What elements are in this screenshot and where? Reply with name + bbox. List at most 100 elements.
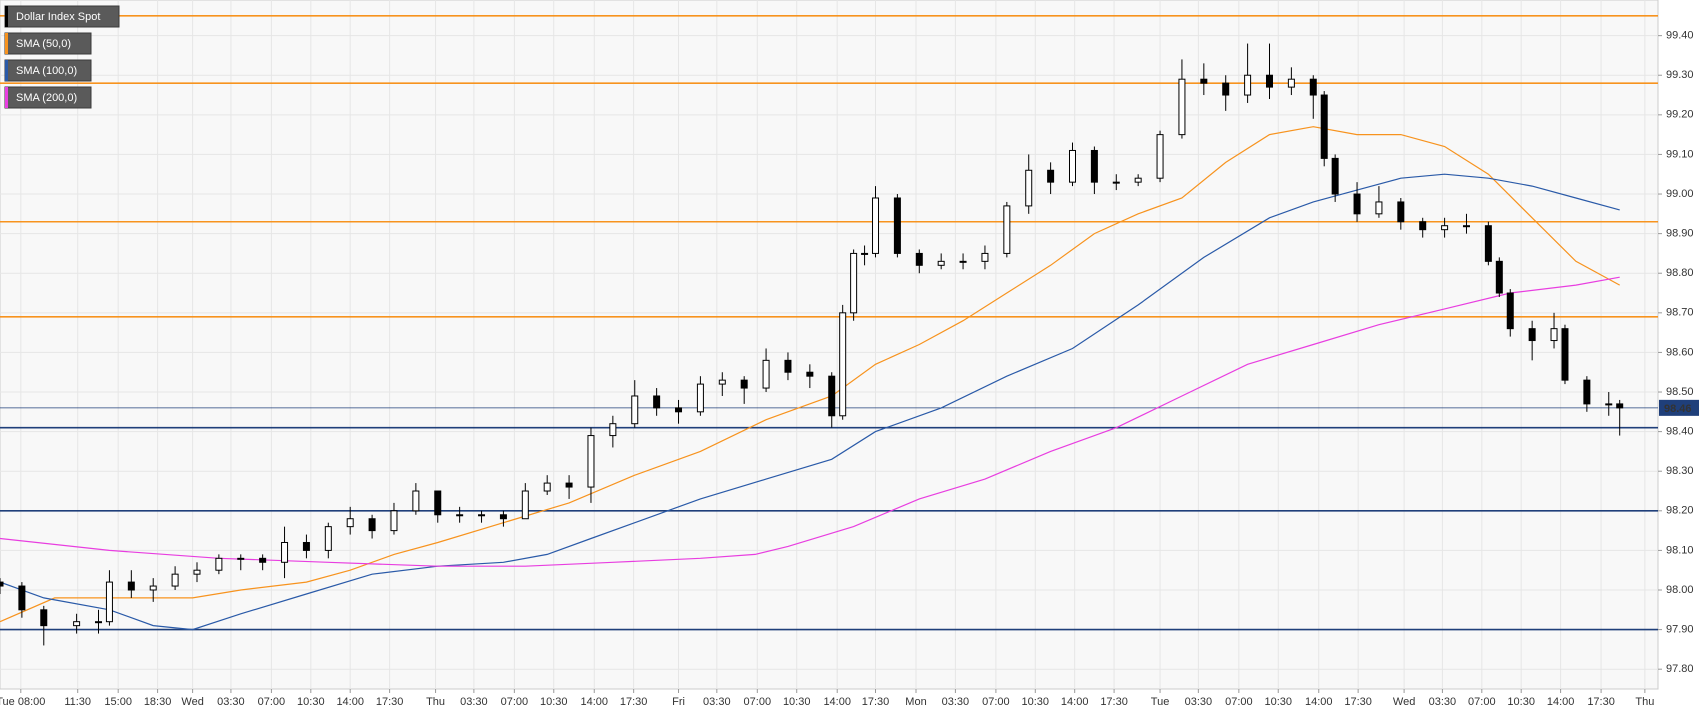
candle-body: [1309, 78, 1317, 96]
x-tick-label: Tue: [1151, 696, 1170, 708]
x-tick-label: 15:00: [104, 696, 132, 708]
candle-body: [0, 581, 4, 587]
candle-body: [1244, 74, 1252, 96]
y-tick-label: 98.10: [1666, 544, 1694, 556]
y-tick-label: 99.30: [1666, 69, 1694, 81]
x-tick-label: 03:30: [460, 696, 488, 708]
x-tick-label: 10:30: [1507, 696, 1535, 708]
candle-body: [18, 585, 26, 611]
x-tick-label: 10:30: [297, 696, 325, 708]
x-tick-label: 17:30: [862, 696, 890, 708]
candle-body: [1112, 181, 1120, 184]
y-tick-label: 98.20: [1666, 505, 1694, 517]
x-tick-label: 17:30: [620, 696, 648, 708]
x-tick-label: 07:00: [744, 696, 772, 708]
candle-body: [893, 197, 901, 254]
legend-swatch: [5, 6, 8, 27]
candle-body: [1495, 260, 1503, 294]
candle-body: [259, 557, 267, 563]
candle-body: [609, 423, 617, 437]
candle-body: [1561, 328, 1569, 381]
candle-body: [521, 490, 529, 520]
candle-body: [1441, 225, 1449, 231]
x-tick-label: 03:30: [703, 696, 731, 708]
x-tick-label: 14:00: [336, 696, 364, 708]
candle-body: [1134, 177, 1142, 183]
candle-body: [828, 375, 836, 417]
candle-body: [346, 518, 354, 528]
y-tick-label: 98.00: [1666, 584, 1694, 596]
candle-body: [127, 581, 135, 591]
candle-body: [281, 541, 289, 563]
x-tick-label: 18:30: [144, 696, 172, 708]
candle-body: [762, 359, 770, 389]
y-tick-label: 99.40: [1666, 30, 1694, 42]
candle-body: [1331, 157, 1339, 195]
y-tick-label: 98.50: [1666, 386, 1694, 398]
candle-body: [1375, 201, 1383, 215]
x-tick-label: 03:30: [1429, 696, 1457, 708]
legend-swatch: [5, 33, 8, 54]
candle-body: [1397, 201, 1405, 223]
candle-body: [237, 557, 245, 560]
candle-body: [696, 383, 704, 413]
x-tick-label: 14:00: [823, 696, 851, 708]
candle-body: [543, 482, 551, 492]
y-tick-label: 99.20: [1666, 109, 1694, 121]
candle-body: [839, 312, 847, 417]
x-tick-label: 14:00: [1547, 696, 1575, 708]
y-tick-label: 98.90: [1666, 228, 1694, 240]
x-tick-label: 03:30: [1185, 696, 1213, 708]
y-tick-label: 98.80: [1666, 267, 1694, 279]
x-tick-label: 07:00: [1225, 696, 1253, 708]
candle-body: [1003, 205, 1011, 254]
candle-body: [105, 581, 113, 623]
candle-body: [1090, 149, 1098, 183]
candle-body: [1419, 221, 1427, 231]
x-tick-label: 03:30: [217, 696, 245, 708]
y-tick-label: 98.30: [1666, 465, 1694, 477]
candle-body: [1506, 292, 1514, 330]
candle-body: [40, 609, 48, 627]
candle-body: [850, 252, 858, 314]
candle-body: [915, 252, 923, 266]
candle-body: [806, 371, 814, 377]
candle-body: [653, 395, 661, 409]
candle-body: [1550, 328, 1558, 342]
candle-body: [1069, 149, 1077, 183]
x-tick-label: Wed: [1393, 696, 1415, 708]
candle-body: [1605, 403, 1613, 406]
candle-body: [149, 585, 157, 591]
y-tick-label: 98.40: [1666, 426, 1694, 438]
x-tick-label: Thu: [1635, 696, 1654, 708]
sma-line: [0, 276, 1620, 567]
last-price-box: [1659, 399, 1699, 416]
candle-body: [872, 197, 880, 254]
x-tick-label: 11:30: [64, 696, 91, 708]
candle-body: [565, 482, 573, 488]
candle-body: [478, 514, 486, 517]
candle-body: [1484, 225, 1492, 262]
candle-body: [73, 621, 81, 627]
candle-body: [981, 252, 989, 262]
x-tick-label: Tue 08:00: [0, 696, 45, 708]
x-tick-label: 07:00: [258, 696, 286, 708]
candle-body: [1156, 134, 1164, 179]
candle-body: [1583, 379, 1591, 405]
y-tick-label: 97.90: [1666, 624, 1694, 636]
x-tick-label: 07:00: [501, 696, 529, 708]
candle-body: [1528, 328, 1536, 342]
legend-swatch: [5, 60, 8, 81]
candle-body: [324, 526, 332, 551]
candle-body: [740, 379, 748, 389]
y-tick-label: 98.60: [1666, 346, 1694, 358]
y-tick-label: 99.10: [1666, 148, 1694, 160]
candle-body: [1047, 169, 1055, 183]
candle-body: [215, 557, 223, 571]
x-tick-label: Thu: [426, 696, 445, 708]
x-tick-label: 14:00: [1305, 696, 1333, 708]
candle-body: [1178, 78, 1186, 136]
candle-body: [456, 514, 464, 517]
y-tick-label: 98.70: [1666, 307, 1694, 319]
candle-body: [1222, 82, 1230, 96]
